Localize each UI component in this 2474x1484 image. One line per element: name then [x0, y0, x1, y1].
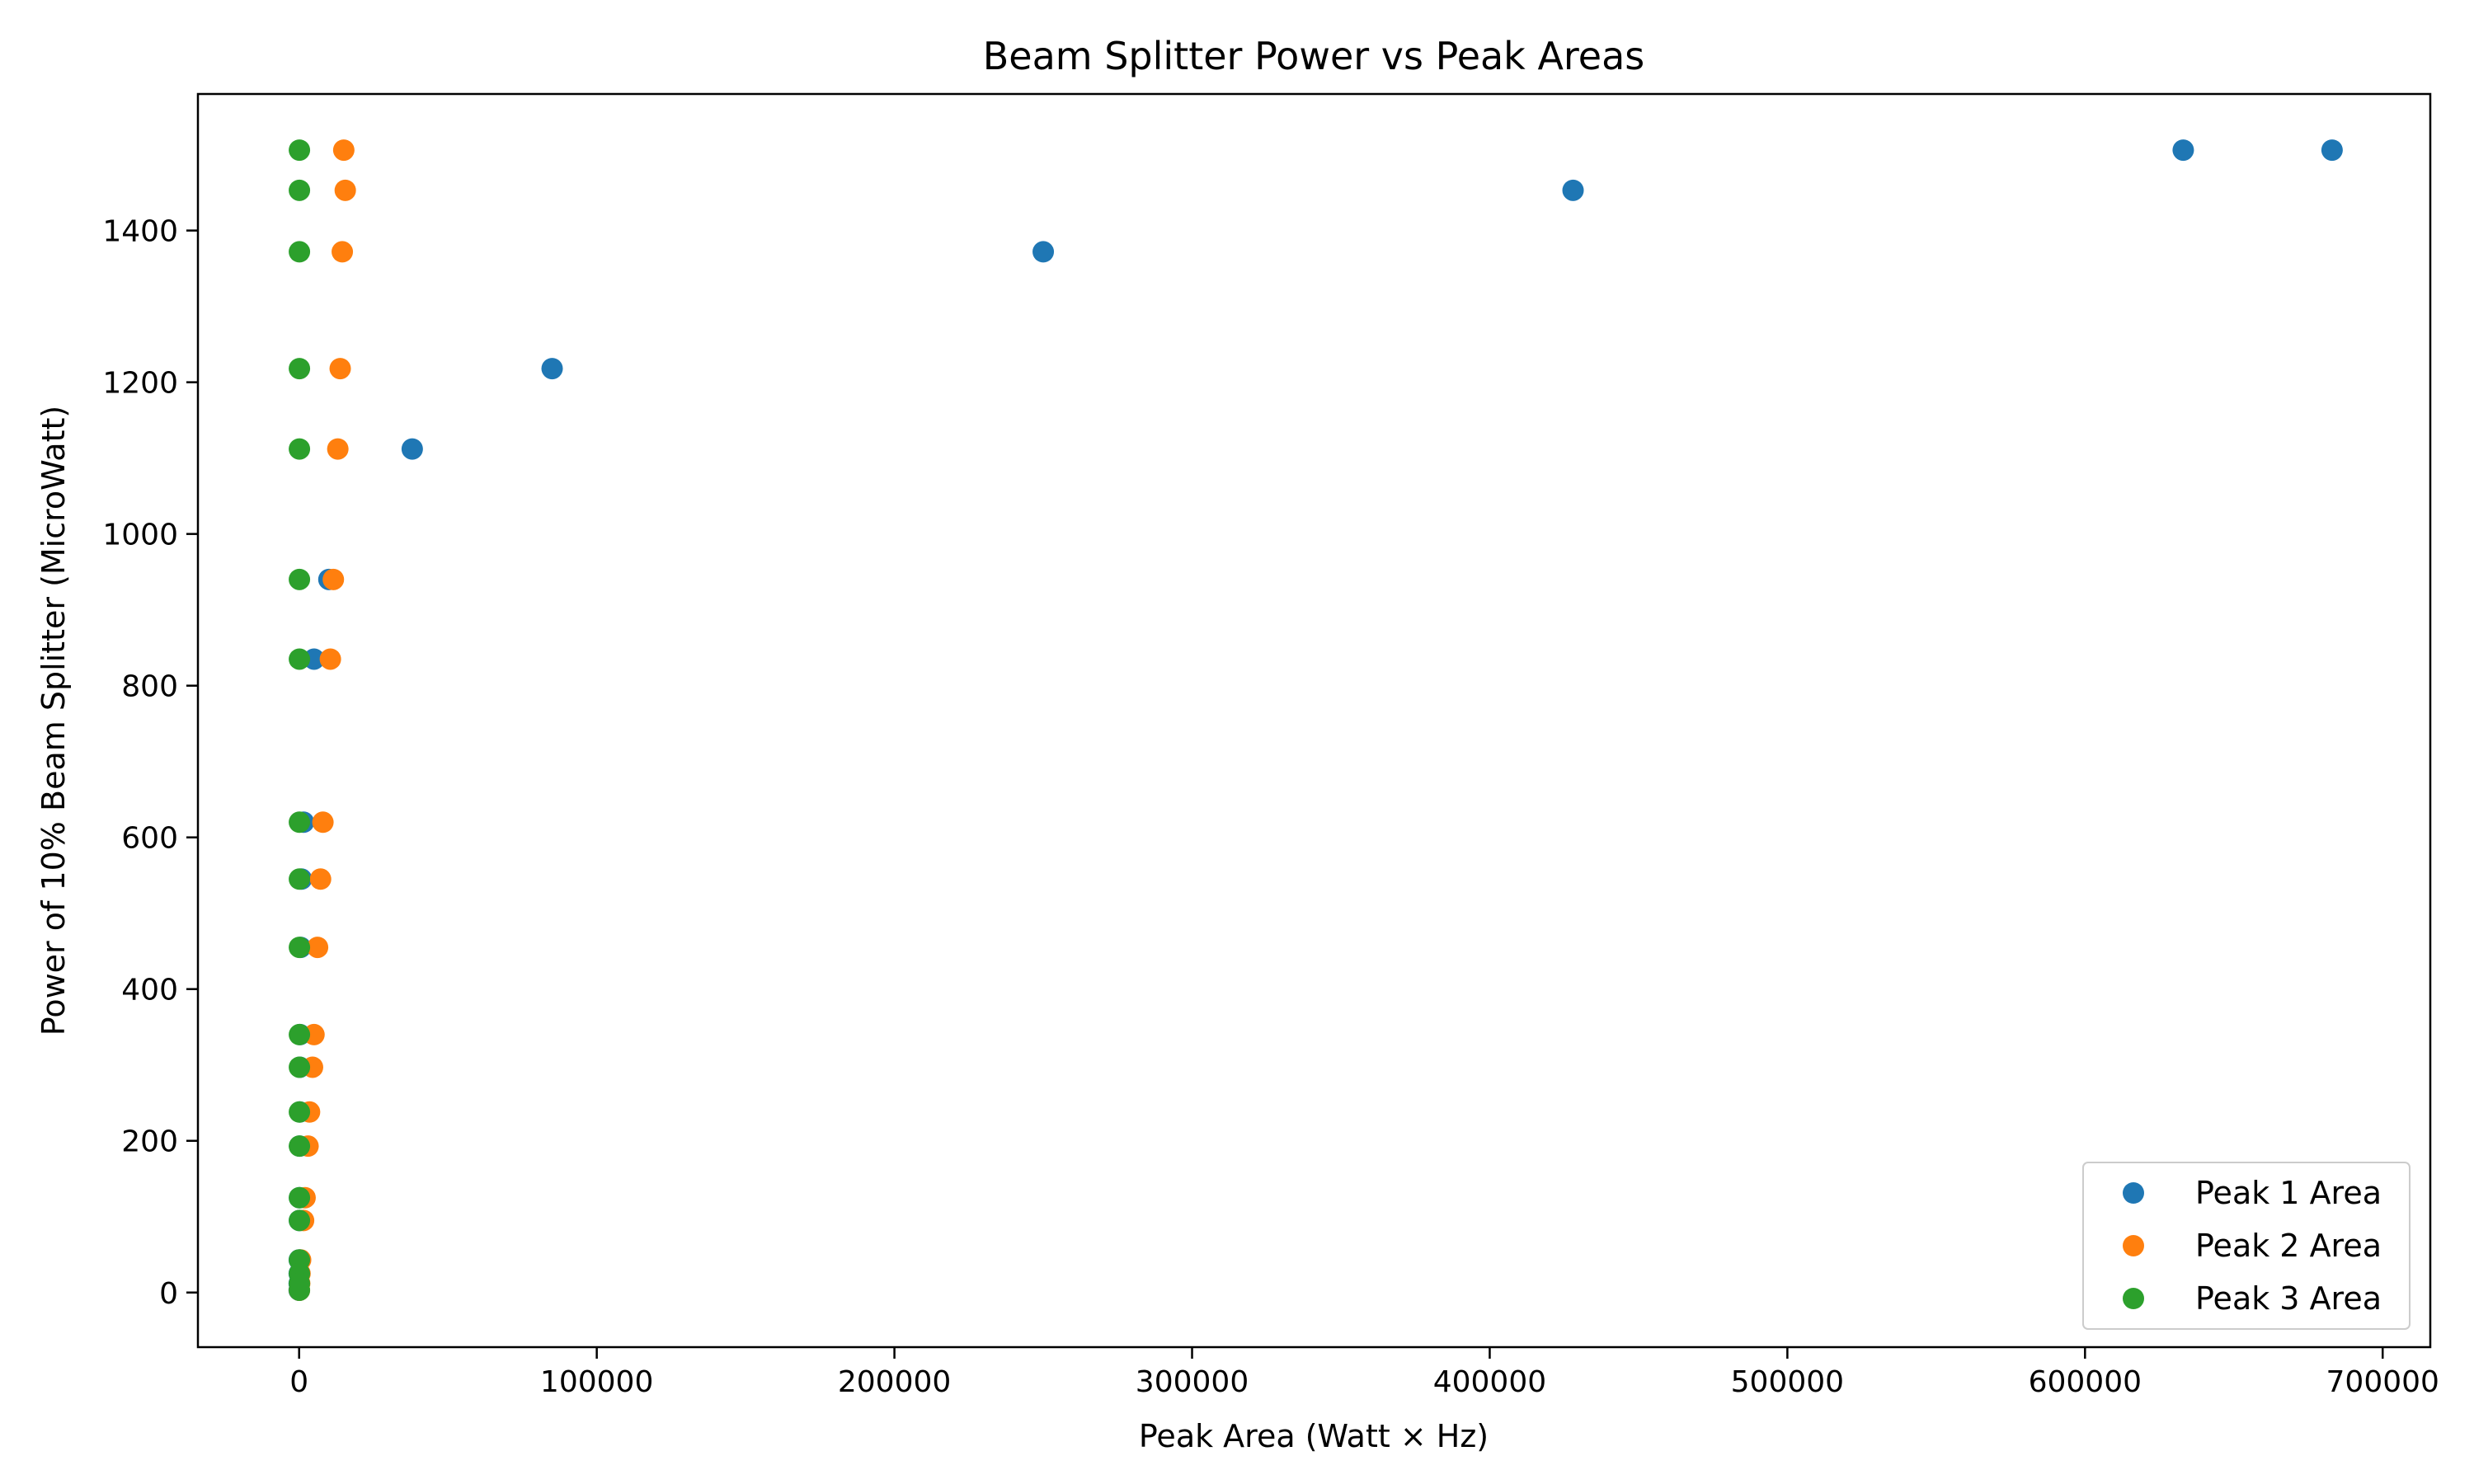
- data-point: [329, 358, 351, 380]
- data-point: [289, 358, 311, 380]
- x-tick-label: 600000: [2029, 1365, 2142, 1399]
- data-point: [307, 937, 329, 959]
- data-point: [2172, 139, 2194, 162]
- points-layer: [288, 139, 2343, 1301]
- data-point: [327, 438, 349, 460]
- data-point: [289, 868, 311, 890]
- y-tick-label: 800: [121, 670, 178, 704]
- legend-box: [2082, 1162, 2411, 1330]
- legend-marker: [2123, 1288, 2144, 1309]
- legend-marker: [2123, 1182, 2144, 1204]
- chart-title: Beam Splitter Power vs Peak Areas: [983, 34, 1645, 78]
- x-tick-label: 500000: [1731, 1365, 1844, 1399]
- y-tick-label: 600: [121, 822, 178, 856]
- x-tick-label: 100000: [540, 1365, 653, 1399]
- data-point: [309, 868, 332, 890]
- legend-label: Peak 1 Area: [2195, 1175, 2382, 1211]
- plot-frame: [196, 92, 2432, 1349]
- x-axis-label: Peak Area (Watt × Hz): [1139, 1418, 1489, 1454]
- data-point: [334, 179, 356, 201]
- data-point: [289, 179, 311, 201]
- y-tick-label: 1200: [102, 367, 178, 401]
- data-point: [332, 139, 355, 162]
- data-point: [332, 241, 354, 263]
- legend-marker: [2123, 1235, 2144, 1256]
- data-point: [289, 937, 311, 959]
- y-axis: 0 200 400 600 800 1000 1200 1400: [102, 215, 198, 1311]
- legend-label: Peak 3 Area: [2195, 1280, 2382, 1317]
- y-tick-label: 200: [121, 1125, 178, 1159]
- data-point: [289, 811, 311, 834]
- data-point: [289, 1135, 311, 1158]
- x-tick-label: 300000: [1136, 1365, 1249, 1399]
- data-point: [319, 648, 341, 670]
- x-tick-label: 400000: [1433, 1365, 1546, 1399]
- data-point: [289, 139, 311, 162]
- data-point: [289, 568, 311, 590]
- x-axis: 0 100000 200000 300000 400000 500000 600000 700…: [289, 1347, 2439, 1399]
- series-3: [289, 139, 311, 1301]
- x-tick-label: 700000: [2326, 1365, 2439, 1399]
- data-point: [289, 1186, 311, 1209]
- data-point: [289, 1101, 311, 1123]
- data-point: [1562, 179, 1584, 201]
- data-point: [541, 358, 563, 380]
- data-point: [289, 1209, 311, 1232]
- y-tick-label: 1400: [102, 215, 178, 249]
- y-tick-label: 1000: [102, 519, 178, 552]
- y-axis-label: Power of 10% Beam Splitter (MicroWatt): [35, 406, 72, 1036]
- x-tick-label: 0: [289, 1365, 308, 1399]
- data-point: [289, 438, 311, 460]
- data-point: [289, 1056, 311, 1078]
- data-point: [289, 1023, 311, 1045]
- data-point: [289, 648, 311, 670]
- data-point: [1032, 241, 1055, 263]
- data-point: [2321, 139, 2343, 162]
- y-tick-label: 400: [121, 974, 178, 1007]
- data-point: [322, 568, 345, 590]
- x-tick-label: 200000: [838, 1365, 951, 1399]
- data-point: [401, 438, 423, 460]
- legend: Peak 1 Area Peak 2 Area Peak 3 Area: [2082, 1162, 2411, 1330]
- data-point: [289, 1279, 311, 1301]
- data-point: [312, 811, 334, 834]
- legend-label: Peak 2 Area: [2195, 1228, 2382, 1264]
- data-point: [289, 241, 311, 263]
- y-tick-label: 0: [159, 1277, 178, 1311]
